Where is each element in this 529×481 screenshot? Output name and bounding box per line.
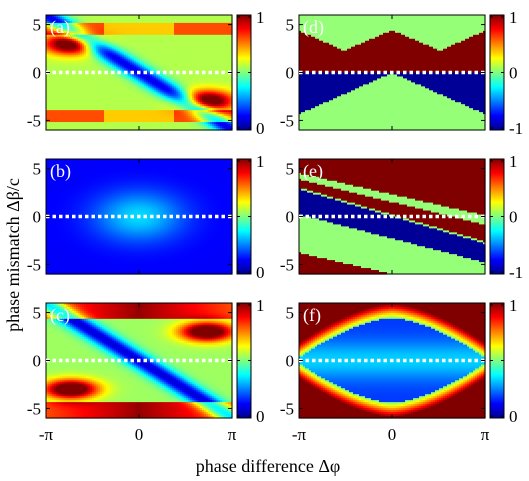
figure: (a)50-510(b)50-510(c)50-5-π 0 π10(d)50-510… [0,0,529,481]
